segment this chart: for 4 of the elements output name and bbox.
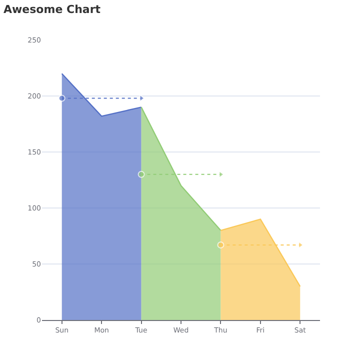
chart-title: Awesome Chart xyxy=(4,2,101,16)
point xyxy=(138,170,145,178)
point xyxy=(58,94,66,102)
point xyxy=(217,241,224,248)
